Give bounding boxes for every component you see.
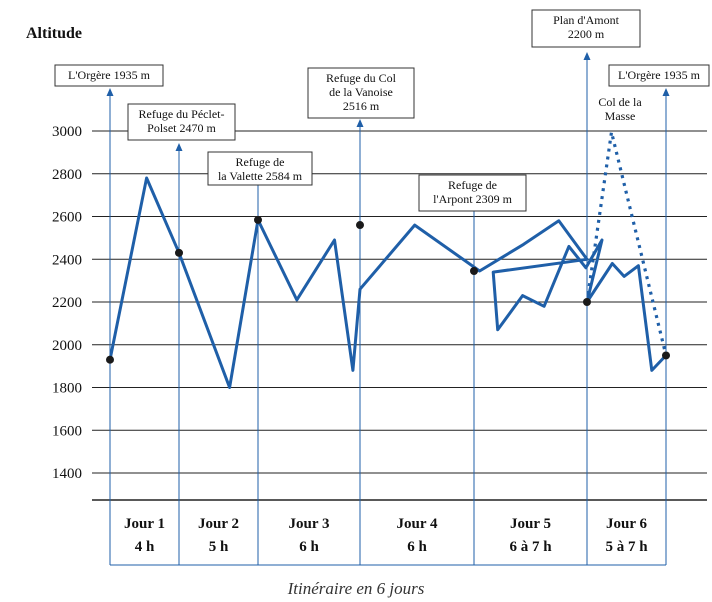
stop-marker-4 [470,267,478,276]
day-label-6: Jour 6 [606,516,647,532]
day-label-1: Jour 1 [124,516,165,532]
separator-arrow-0 [106,88,114,96]
y-tick-label-2200: 2200 [52,295,82,311]
stop-marker-6 [662,351,670,360]
day-duration-6: 5 à 7 h [605,539,648,555]
stop-marker-5 [583,298,591,306]
stop-label-3: Refuge du Col de la Vanoise 2516 m [326,71,397,113]
day-label-3: Jour 3 [289,516,330,532]
y-tick-label-3000: 3000 [52,124,82,140]
stop-label-box-4 [418,174,527,212]
y-tick-label-2000: 2000 [52,338,82,354]
stop-label-5: Plan d'Amont 2200 m [553,13,619,41]
y-tick-label-1400: 1400 [52,466,82,482]
day-duration-1: 4 h [135,539,155,555]
day-label-2: Jour 2 [198,516,239,532]
profile-line-dotted [585,130,668,356]
y-tick-label-2800: 2800 [52,167,82,183]
chart-caption: Itinéraire en 6 jours [287,579,425,598]
day-duration-2: 5 h [209,539,229,555]
stop-label-box-1 [127,103,236,141]
stop-marker-1 [175,248,183,257]
y-tick-label-2600: 2600 [52,210,82,226]
y-axis-title: Altitude [26,25,82,42]
stop-label-box-0 [54,64,164,87]
separator-arrow-5 [583,52,591,60]
day-duration-3: 6 h [299,539,319,555]
day-duration-4: 6 h [407,539,427,555]
stop-marker-2 [254,215,262,224]
profile-line-solid [108,176,668,389]
y-tick-label-2400: 2400 [52,252,82,268]
annotation-col-de-la-masse: Col de la Masse [598,95,642,123]
stop-label-0: L'Orgère 1935 m [68,68,151,82]
day-duration-5: 6 à 7 h [509,539,552,555]
stop-label-2: Refuge de la Valette 2584 m [218,155,303,183]
stop-label-1: Refuge du Péclet-Polset 2470 m [139,107,225,135]
stop-marker-3 [356,221,364,230]
stop-label-4: Refuge de l'Arpont 2309 m [433,178,512,206]
stop-label-box-3 [307,67,415,119]
day-label-4: Jour 4 [397,516,438,532]
stop-marker-0 [106,355,114,364]
stop-label-box-6 [608,64,710,87]
stop-label-6: L'Orgère 1935 m [618,68,701,82]
y-tick-label-1800: 1800 [52,381,82,397]
day-label-5: Jour 5 [510,516,551,532]
stop-label-box-5 [531,9,641,48]
separator-arrow-1 [175,143,183,151]
separator-arrow-3 [356,119,364,127]
separator-arrow-6 [662,88,670,96]
stop-label-box-2 [207,151,313,186]
y-tick-label-1600: 1600 [52,423,82,439]
